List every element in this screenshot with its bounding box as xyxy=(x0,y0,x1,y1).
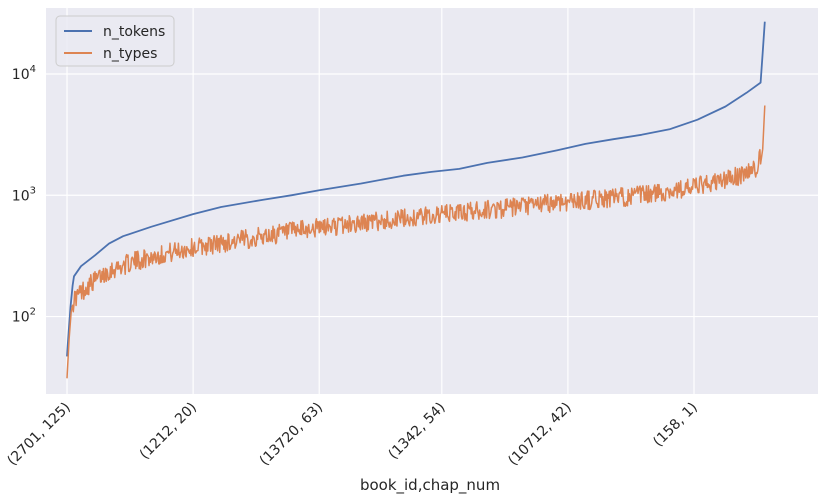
x-tick-label: (2701, 125) xyxy=(4,400,73,469)
legend-label-n_tokens: n_tokens xyxy=(103,24,165,40)
x-tick-label: (13720, 63) xyxy=(257,400,326,469)
x-axis-ticks: (2701, 125) (1212, 20) (13720, 63) (1342, 5… xyxy=(4,400,700,469)
grid xyxy=(46,8,818,394)
legend: n_tokens n_types xyxy=(55,15,175,67)
x-axis-label: book_id,chap_num xyxy=(360,476,500,495)
x-tick-label: (158, 1) xyxy=(650,400,701,451)
y-tick-label: 102 xyxy=(12,307,36,326)
series-line-n_tokens xyxy=(66,21,766,357)
legend-label-n_types: n_types xyxy=(103,46,157,62)
x-tick-label: (1342, 54) xyxy=(386,400,449,463)
y-tick-label: 103 xyxy=(12,185,36,204)
y-axis-ticks: 102 103 104 xyxy=(12,64,36,326)
plot-area xyxy=(46,8,818,394)
x-tick-label: (1212, 20) xyxy=(137,400,200,463)
x-tick-label: (10712, 42) xyxy=(505,400,574,469)
series-line-n_types xyxy=(66,105,766,379)
series-lines xyxy=(66,21,766,379)
y-tick-label: 104 xyxy=(12,64,36,83)
